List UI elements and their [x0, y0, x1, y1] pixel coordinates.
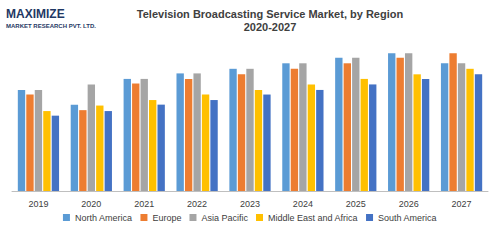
svg-text:Middle East and Africa: Middle East and Africa: [268, 213, 358, 223]
svg-text:Asia Pacific: Asia Pacific: [201, 213, 248, 223]
svg-text:South America: South America: [378, 213, 437, 223]
svg-text:North America: North America: [75, 213, 132, 223]
svg-text:2021: 2021: [134, 199, 154, 209]
svg-text:2019: 2019: [28, 199, 48, 209]
svg-text:MAXIMIZE: MAXIMIZE: [6, 7, 65, 21]
svg-text:2022: 2022: [187, 199, 207, 209]
svg-text:2026: 2026: [399, 199, 419, 209]
svg-text:Europe: Europe: [152, 213, 181, 223]
svg-text:2027: 2027: [452, 199, 472, 209]
svg-text:2020-2027: 2020-2027: [244, 21, 297, 33]
svg-text:2025: 2025: [346, 199, 366, 209]
svg-text:MARKET RESEARCH PVT. LTD.: MARKET RESEARCH PVT. LTD.: [6, 23, 96, 29]
svg-text:Television Broadcasting Servic: Television Broadcasting Service Market, …: [137, 8, 404, 20]
svg-text:2023: 2023: [240, 199, 260, 209]
svg-text:2020: 2020: [81, 199, 101, 209]
svg-text:2024: 2024: [293, 199, 313, 209]
